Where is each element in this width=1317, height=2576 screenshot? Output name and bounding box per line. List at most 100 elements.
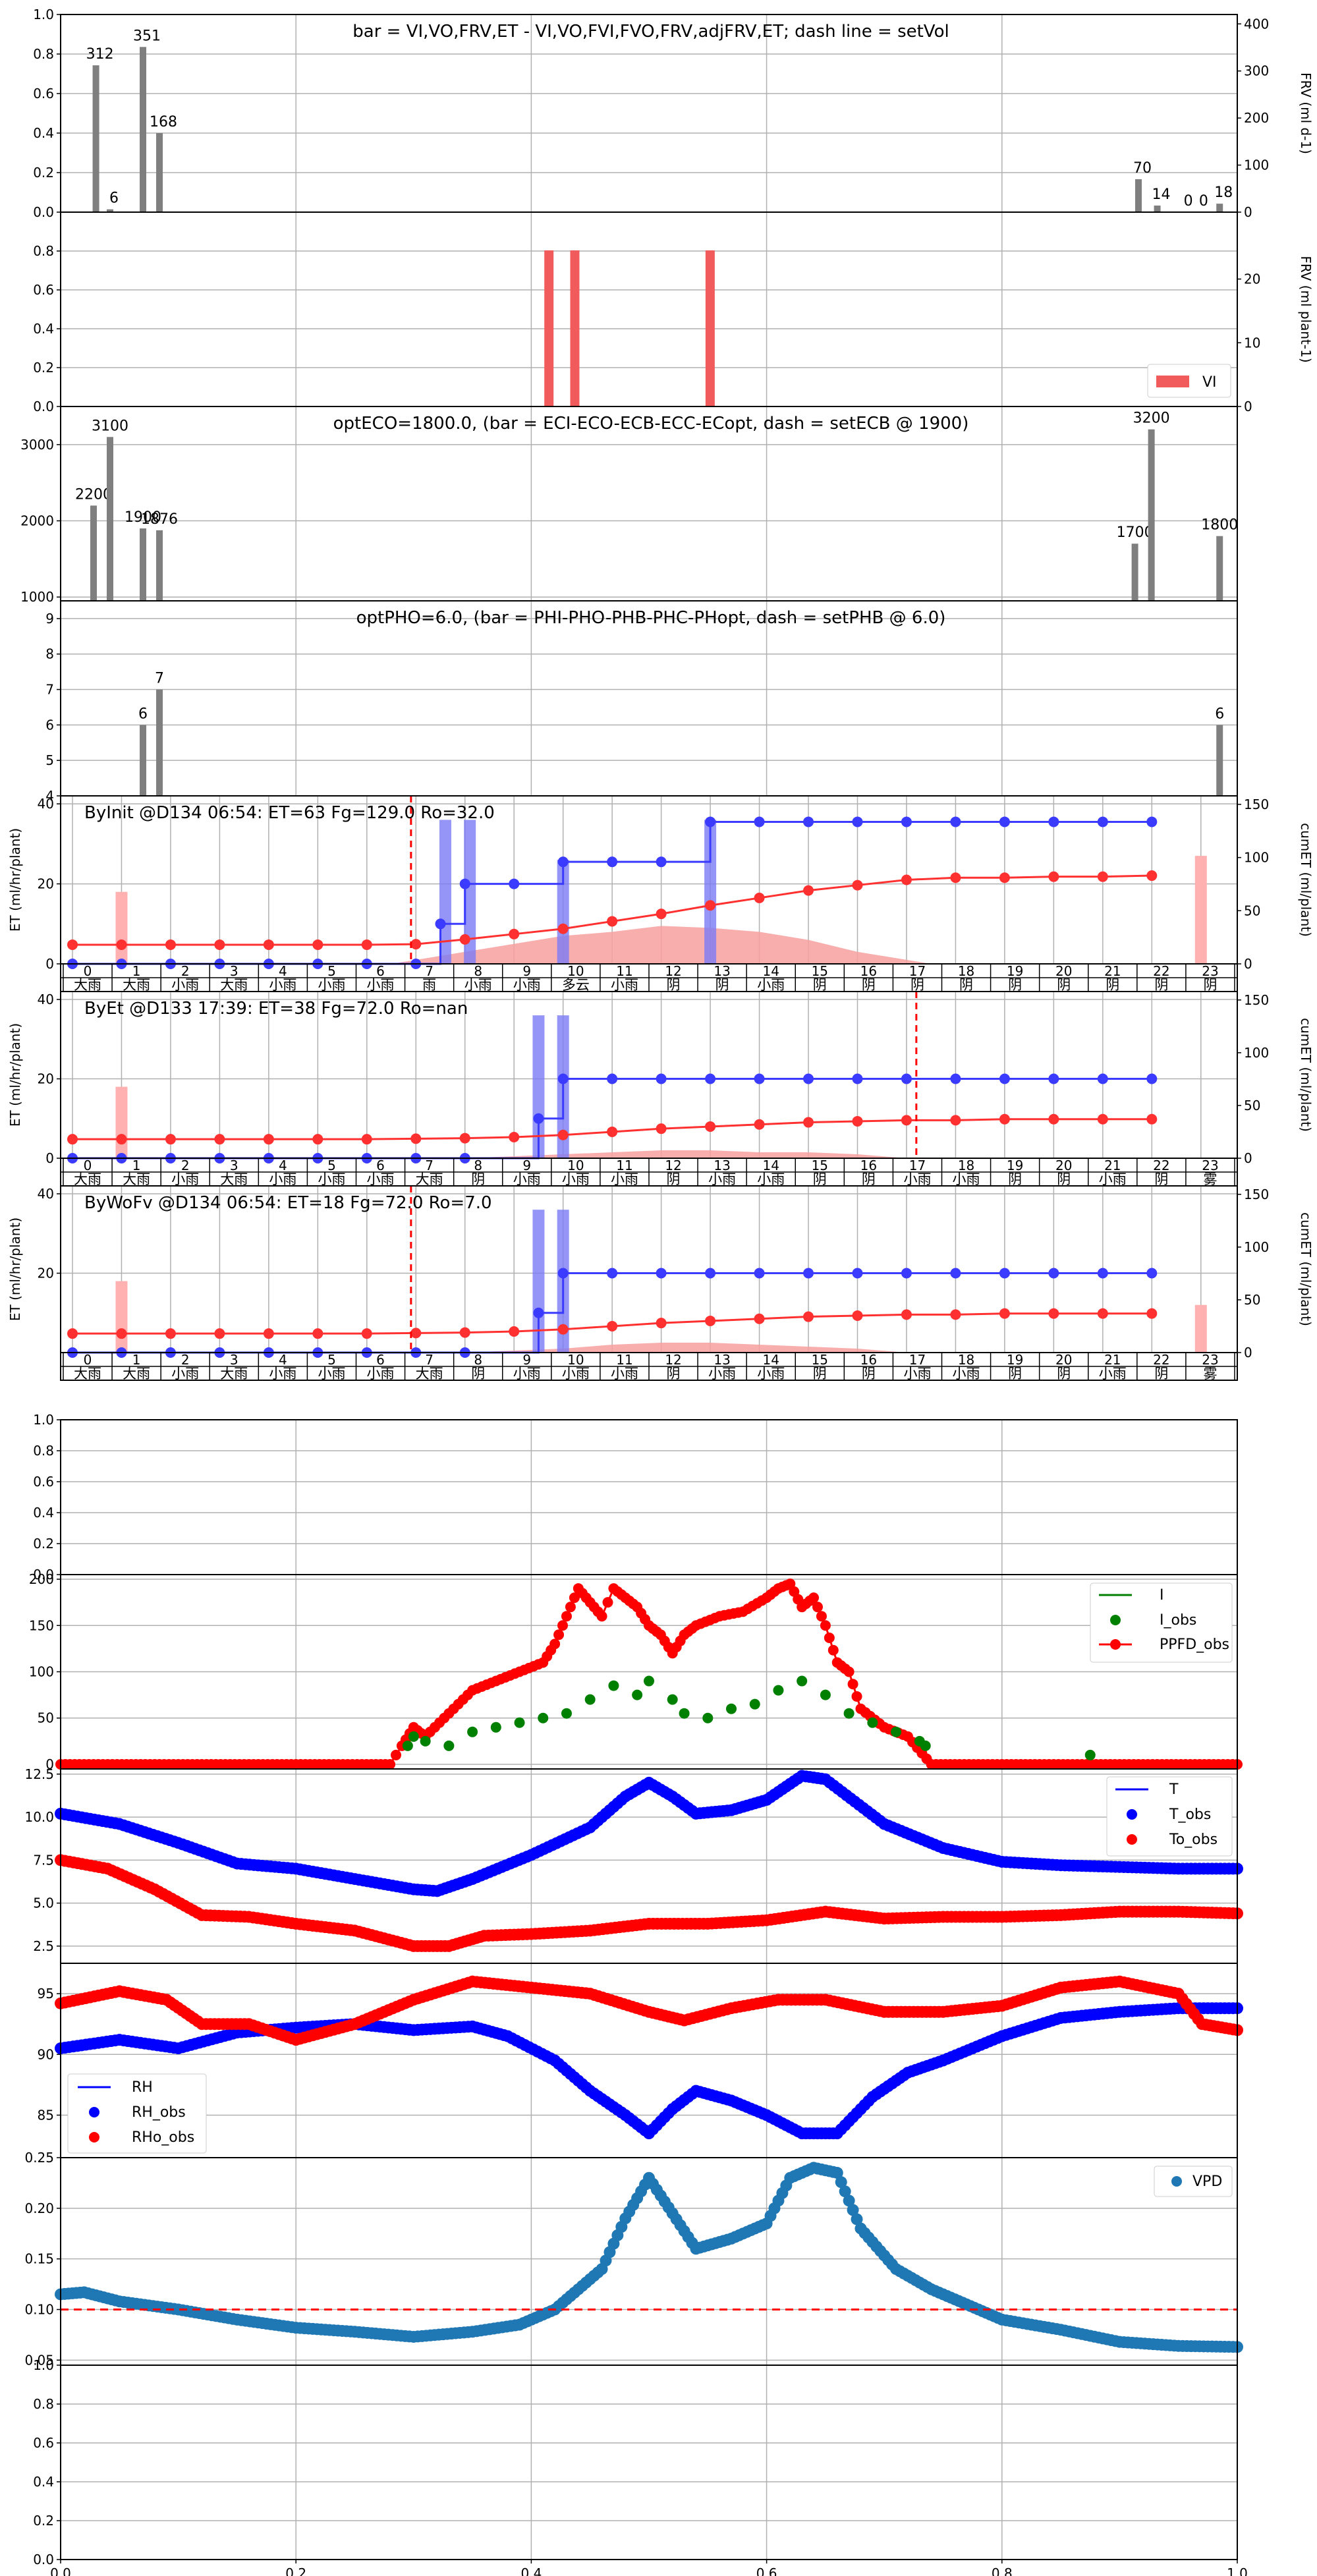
et-point [705, 1073, 716, 1084]
cumet-point [607, 1320, 618, 1331]
bar [156, 530, 163, 601]
bar-label: 3100 [92, 418, 128, 434]
weather-label: 小雨 [757, 1366, 785, 1382]
et-point [754, 1268, 765, 1279]
y-tick-label: 20 [38, 1071, 54, 1087]
weather-label: 雾 [1203, 1171, 1217, 1187]
y-tick-label: 90 [38, 2046, 54, 2062]
ppfd-point [549, 1638, 561, 1650]
bar-label: 14 [1152, 186, 1171, 203]
y-tick-label: 8 [45, 646, 54, 662]
hour-label: 20 [1055, 1352, 1072, 1368]
bar [1216, 204, 1223, 212]
cumet-point [950, 1115, 961, 1126]
hour-label: 13 [714, 1158, 730, 1173]
weather-label: 大雨 [123, 1366, 150, 1382]
legend-box [67, 2073, 207, 2154]
cumet-point [165, 939, 176, 950]
right-y-tick-label: 0 [1244, 1345, 1252, 1360]
ppfd-point [596, 1611, 607, 1622]
bar-label: 312 [86, 46, 114, 63]
hour-label: 9 [522, 1158, 531, 1173]
ppfd-point [569, 1592, 580, 1604]
cumet-point [1097, 871, 1108, 882]
right-y-tick-label: 150 [1244, 797, 1269, 812]
bar-label: 0 [1199, 193, 1208, 210]
right-y-tick-label: 50 [1244, 903, 1260, 918]
bar [140, 528, 147, 601]
weather-label: 阴 [813, 1171, 827, 1187]
y-tick-label: 0.2 [33, 1536, 54, 1552]
weather-label: 多云 [562, 977, 590, 993]
irrigation-bar [464, 820, 476, 964]
y-tick-label: 1.0 [33, 7, 54, 22]
right-y-tick-label: 50 [1244, 1098, 1260, 1113]
hour-label: 23 [1202, 1158, 1218, 1173]
hour-label: 7 [425, 1352, 434, 1368]
legend-box [1090, 1582, 1233, 1663]
et-point [1146, 1268, 1158, 1279]
i-obs-point [467, 1726, 478, 1737]
right-y-axis-label: FRV (ml plant-1) [1298, 256, 1314, 362]
vpd-point [843, 2195, 855, 2207]
hour-label: 14 [762, 1352, 779, 1368]
cumet-point [950, 1309, 961, 1320]
vpd-point [839, 2185, 851, 2198]
y-tick-label: 150 [29, 1617, 54, 1633]
y-tick-label: 40 [38, 1186, 54, 1202]
bar-label: 3200 [1133, 410, 1170, 427]
panel-frame-2 [60, 211, 1238, 407]
hour-label: 15 [812, 963, 828, 979]
weather-label: 阴 [667, 1366, 681, 1382]
cumet-point [165, 1328, 176, 1339]
y-tick-label: 1000 [20, 589, 54, 605]
ppfd-point [816, 1611, 827, 1622]
y-tick-label: 0.0 [33, 204, 54, 220]
hour-label: 5 [327, 1352, 336, 1368]
y-tick-label: 200 [29, 1571, 54, 1587]
weather-label: 阴 [1154, 1366, 1168, 1382]
cumet-point [67, 1134, 78, 1145]
y-tick-label: 0.0 [33, 2552, 54, 2567]
bar [1216, 536, 1223, 601]
legend-swatch-i-obs [1110, 1615, 1121, 1625]
hour-label: 5 [327, 963, 336, 979]
cumet-point [754, 1313, 765, 1324]
et-point [705, 1268, 716, 1279]
bar [107, 437, 114, 601]
panel-title: ByInit @D134 06:54: ET=63 Fg=129.0 Ro=32… [84, 803, 495, 823]
cumet-point [312, 1328, 323, 1339]
hour-label: 3 [230, 1158, 238, 1173]
vpd-point [835, 2176, 847, 2189]
y-tick-label: 1.0 [33, 1412, 54, 1428]
weather-label: 小雨 [269, 977, 296, 993]
cumet-point [509, 928, 520, 939]
weather-label: 大雨 [416, 1366, 443, 1382]
bar-label: 7 [155, 671, 164, 687]
cumet-point [263, 939, 274, 950]
i-obs-point [749, 1698, 760, 1710]
cumet-point [1048, 1308, 1059, 1319]
cumet-point [754, 1119, 765, 1130]
cumet-point [607, 1126, 618, 1137]
hour-label: 15 [812, 1158, 828, 1173]
et-point [1097, 816, 1108, 827]
panel-frame-4 [60, 600, 1238, 797]
bar-label: 2200 [75, 486, 112, 503]
weather-label: 阴 [471, 1171, 485, 1187]
hour-label: 8 [474, 1158, 482, 1173]
weather-label: 阴 [1203, 977, 1217, 993]
vpd-point [831, 2167, 843, 2179]
panel-title: optPHO=6.0, (bar = PHI-PHO-PHB-PHC-PHopt… [356, 608, 946, 628]
hour-label: 18 [958, 1352, 974, 1368]
hour-label: 0 [84, 1158, 92, 1173]
bar-label: 6 [109, 190, 119, 207]
y-axis-label: ET (ml/hr/plant) [7, 1023, 23, 1127]
cumet-point [459, 1327, 470, 1338]
et-point [533, 1113, 544, 1124]
weather-label: 小雨 [367, 1171, 395, 1187]
cumet-point [67, 939, 78, 950]
weather-label: 大雨 [220, 1366, 248, 1382]
et-point [999, 1073, 1010, 1084]
y-tick-label: 0.6 [33, 2435, 54, 2451]
